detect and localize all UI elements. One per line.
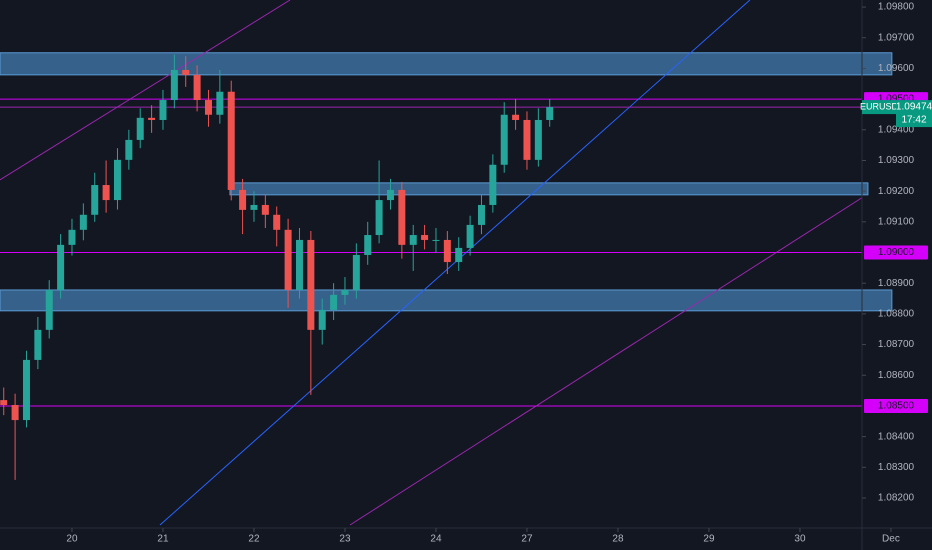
y-tick-label: 1.09700 — [878, 32, 915, 43]
y-tick-label: 1.09100 — [878, 216, 915, 227]
candle-body — [216, 91, 224, 115]
drawings — [0, 52, 893, 312]
trendline — [0, 0, 291, 181]
candle-body — [193, 74, 201, 101]
y-tick-label: 1.09600 — [878, 63, 915, 74]
candle-body — [261, 204, 269, 215]
candle-body — [284, 229, 292, 290]
x-tick-label: 28 — [612, 534, 624, 545]
candle-body — [352, 254, 360, 290]
y-tick-label: 1.09800 — [878, 2, 915, 13]
x-tick-label: 29 — [703, 534, 715, 545]
candles — [0, 54, 554, 480]
zone — [229, 182, 869, 196]
price-label: 1.09474 — [896, 102, 932, 113]
level-label: 1.09500 — [878, 94, 915, 105]
candle-body — [239, 189, 247, 210]
candle-body — [204, 100, 212, 115]
y-tick-label: 1.09400 — [878, 124, 915, 135]
level-label: 1.09000 — [878, 247, 915, 258]
candle-body — [159, 100, 167, 120]
symbol-box — [862, 100, 896, 115]
candle-body — [113, 159, 121, 201]
candle-body — [102, 185, 110, 201]
candle-body — [79, 214, 87, 230]
countdown: 17:42 — [901, 115, 926, 126]
candle-body — [295, 239, 303, 290]
x-tick-label: 23 — [339, 534, 351, 545]
candle-body — [512, 114, 520, 120]
trendline — [349, 197, 862, 526]
level-label-box — [864, 398, 928, 413]
candle-body — [432, 239, 440, 241]
candle-body — [125, 139, 133, 160]
candle-body — [34, 329, 42, 360]
level-label-box — [864, 245, 928, 260]
candle-body — [11, 405, 19, 421]
y-tick-label: 1.08300 — [878, 462, 915, 473]
y-tick-label: 1.09200 — [878, 186, 915, 197]
candle-body — [489, 164, 497, 205]
x-tick-label: 22 — [248, 534, 260, 545]
candle-body — [409, 235, 417, 245]
candle-body — [68, 229, 76, 245]
candle-body — [421, 235, 429, 240]
candle-body — [443, 239, 451, 263]
candle-body — [0, 400, 8, 406]
level-label: 1.08500 — [878, 401, 915, 412]
candle-body — [455, 247, 463, 263]
candle-body — [534, 119, 542, 160]
candle-body — [136, 117, 144, 140]
candle-body — [227, 91, 235, 190]
candle-body — [57, 244, 65, 290]
candle-body — [341, 289, 349, 295]
y-tick-label: 1.08200 — [878, 493, 915, 504]
y-tick-label: 1.08600 — [878, 370, 915, 381]
candle-body — [500, 114, 508, 165]
trendlines — [0, 0, 862, 526]
price-box — [896, 100, 932, 128]
candle-body — [477, 204, 485, 225]
candle-body — [91, 185, 99, 215]
y-tick-label: 1.09300 — [878, 155, 915, 166]
candle-body — [250, 204, 258, 210]
x-tick-label: 20 — [66, 534, 78, 545]
candle-body — [375, 200, 383, 236]
x-tick-label: 30 — [794, 534, 806, 545]
candle-body — [45, 289, 53, 330]
candle-body — [148, 117, 156, 120]
zone — [0, 289, 893, 312]
candle-body — [398, 189, 406, 245]
candle-body — [466, 224, 474, 248]
candle-body — [307, 239, 315, 330]
x-tick-label: 21 — [157, 534, 169, 545]
candle-body — [330, 294, 338, 310]
candle-body — [273, 214, 281, 230]
y-tick-label: 1.08400 — [878, 431, 915, 442]
candle-body — [22, 359, 30, 421]
candle-body — [546, 107, 554, 120]
candle-body — [318, 309, 326, 330]
axes: 1.09500 1.09000 1.08500 1.08200 1.08300 1.084… — [66, 2, 932, 545]
candle-body — [386, 189, 394, 201]
trendline — [159, 0, 751, 526]
y-tick-label: 1.08800 — [878, 309, 915, 320]
symbol-label: EURUSD — [860, 101, 899, 111]
zone — [0, 52, 893, 76]
candle-body — [364, 235, 372, 255]
x-tick-label: 27 — [521, 534, 533, 545]
x-tick-label: 24 — [430, 534, 442, 545]
y-tick-label: 1.08900 — [878, 278, 915, 289]
candle-body — [182, 69, 190, 75]
candle-body — [523, 119, 531, 160]
y-tick-label: 1.08700 — [878, 339, 915, 350]
x-tick-label: Dec — [882, 534, 900, 545]
candle-body — [170, 69, 178, 101]
